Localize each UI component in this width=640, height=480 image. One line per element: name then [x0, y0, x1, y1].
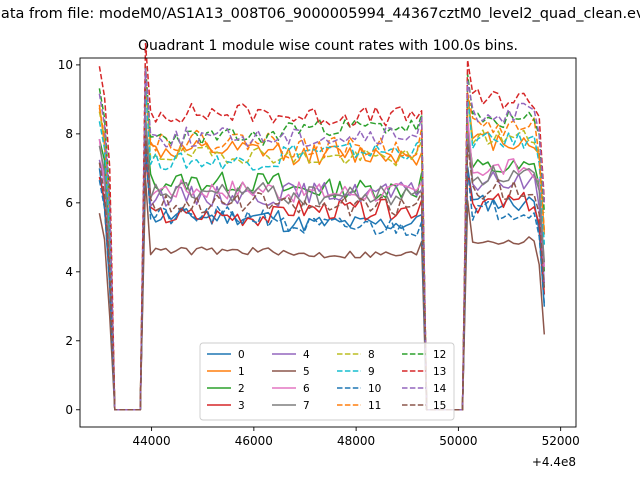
series-line-5 — [98, 177, 546, 411]
y-tick-label: 4 — [65, 265, 73, 279]
y-tick-label: 2 — [65, 334, 73, 348]
legend-label-2: 2 — [238, 383, 245, 395]
x-tick-label: 46000 — [235, 434, 273, 448]
chart-title: Quadrant 1 module wise count rates with … — [138, 38, 518, 54]
legend-label-6: 6 — [303, 383, 310, 395]
x-tick-label: 48000 — [337, 434, 375, 448]
series-line-15 — [98, 134, 546, 411]
legend-label-10: 10 — [368, 383, 381, 395]
series-line-6 — [98, 110, 546, 411]
series-line-3 — [98, 155, 546, 411]
series-line-12 — [98, 66, 546, 411]
x-tick-label: 50000 — [439, 434, 477, 448]
legend-label-15: 15 — [433, 400, 446, 412]
figure-suptitle: Data from file: modeM0/AS1A13_008T06_900… — [0, 6, 640, 22]
series-line-14 — [98, 68, 546, 411]
legend-label-14: 14 — [433, 383, 447, 395]
legend-label-9: 9 — [368, 366, 375, 378]
y-tick-label: 0 — [65, 403, 73, 417]
legend-label-5: 5 — [303, 366, 310, 378]
series-line-11 — [98, 68, 546, 411]
y-tick-label: 8 — [65, 127, 73, 141]
series-line-7 — [98, 115, 546, 411]
plot-area — [98, 42, 546, 411]
x-tick-label: 44000 — [132, 434, 170, 448]
legend-label-13: 13 — [433, 366, 446, 378]
legend-label-7: 7 — [303, 400, 310, 412]
y-tick-label: 10 — [58, 58, 73, 72]
series-line-13 — [98, 42, 546, 411]
legend-label-3: 3 — [238, 400, 245, 412]
y-tick-label: 6 — [65, 196, 73, 210]
legend-label-12: 12 — [433, 349, 446, 361]
legend-label-0: 0 — [238, 349, 245, 361]
x-offset-label: +4.4e8 — [532, 455, 576, 469]
legend-box — [199, 342, 455, 421]
legend-label-8: 8 — [368, 349, 375, 361]
x-tick-label: 52000 — [542, 434, 580, 448]
series-line-10 — [98, 142, 546, 411]
legend-label-1: 1 — [238, 366, 245, 378]
axes-frame — [79, 57, 577, 428]
legend-label-4: 4 — [303, 349, 310, 361]
legend-label-11: 11 — [368, 400, 381, 412]
